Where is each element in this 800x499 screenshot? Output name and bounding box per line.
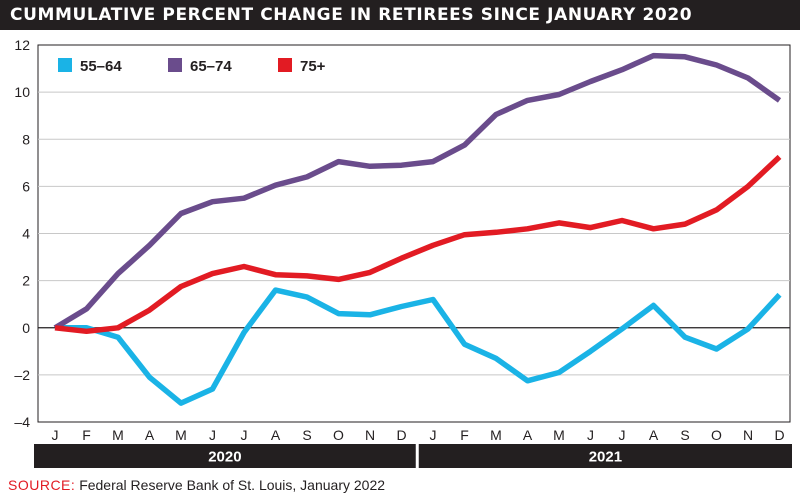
x-tick-label: A	[145, 427, 155, 443]
x-tick-label: A	[523, 427, 533, 443]
y-tick-label: 4	[22, 226, 30, 242]
x-tick-label: J	[587, 427, 594, 443]
x-tick-label: M	[490, 427, 502, 443]
year-band	[34, 444, 416, 468]
series-line-0	[55, 287, 782, 406]
y-tick-label: 12	[14, 37, 30, 53]
legend-label: 65–74	[190, 58, 232, 75]
x-tick-label: J	[241, 427, 248, 443]
year-bands: 2020 2021	[34, 444, 792, 468]
legend-swatch	[58, 58, 72, 72]
x-tick-label: O	[711, 427, 722, 443]
y-axis-tick-labels: –4 –2 0 2 4 6 8 10 12	[14, 37, 30, 430]
x-tick-label: M	[175, 427, 187, 443]
chart-title: CUMMULATIVE PERCENT CHANGE IN RETIREES S…	[0, 0, 800, 30]
x-tick-label: M	[553, 427, 565, 443]
source-text: Federal Reserve Bank of St. Louis, Janua…	[79, 477, 386, 493]
x-tick-label: F	[460, 427, 469, 443]
x-tick-label: O	[333, 427, 344, 443]
source-note: SOURCE: Federal Reserve Bank of St. Loui…	[8, 474, 385, 496]
y-tick-label: 10	[14, 84, 30, 100]
series-line-2	[54, 154, 782, 335]
line-chart: –4 –2 0 2 4 6 8 10 12 J F M A M J J A S O N D J F M A M J J A S O N D 2…	[14, 37, 792, 468]
legend-swatch	[168, 58, 182, 72]
x-tick-label: S	[680, 427, 689, 443]
x-tick-label: J	[52, 427, 59, 443]
series-lines	[53, 52, 782, 406]
x-tick-label: J	[209, 427, 216, 443]
legend-label: 55–64	[80, 58, 122, 75]
x-tick-label: A	[271, 427, 281, 443]
legend: 55–64 65–74 75+	[58, 58, 326, 75]
x-tick-label: N	[365, 427, 375, 443]
x-tick-label: D	[774, 427, 784, 443]
x-tick-label: S	[302, 427, 311, 443]
series-line-1	[53, 52, 782, 331]
source-label: SOURCE:	[8, 477, 76, 493]
year-label: 2021	[589, 449, 622, 466]
y-tick-label: –4	[14, 414, 30, 430]
x-tick-label: D	[396, 427, 406, 443]
year-band	[418, 444, 792, 468]
y-tick-label: 8	[22, 131, 30, 147]
x-tick-label: N	[743, 427, 753, 443]
grid-lines	[37, 44, 791, 423]
x-tick-label: J	[619, 427, 626, 443]
x-tick-label: M	[112, 427, 124, 443]
y-tick-label: –2	[14, 367, 30, 383]
x-tick-label: F	[82, 427, 91, 443]
legend-label: 75+	[300, 58, 326, 75]
year-label: 2020	[208, 449, 241, 466]
y-tick-label: 2	[22, 273, 30, 289]
legend-swatch	[278, 58, 292, 72]
x-tick-label: A	[649, 427, 659, 443]
y-tick-label: 0	[22, 320, 30, 336]
y-tick-label: 6	[22, 178, 30, 194]
x-tick-label: J	[430, 427, 437, 443]
